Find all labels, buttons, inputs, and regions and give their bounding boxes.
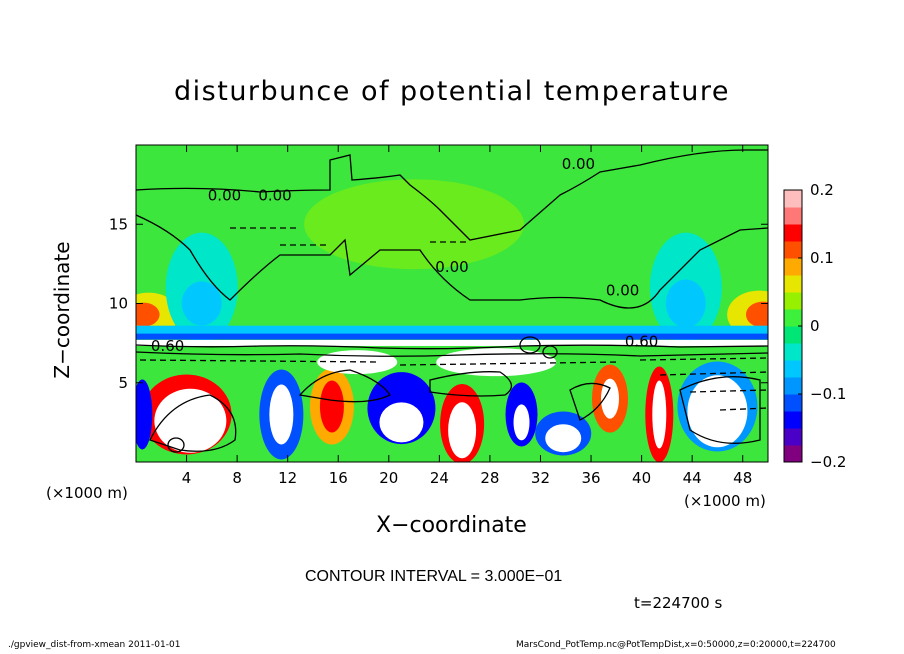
contour-label: 0.00 bbox=[606, 282, 639, 300]
plot-area: 0.00 0.00 0.00 0.00 0.00 0.60 0.60 bbox=[136, 145, 768, 462]
contour-label: 0.00 bbox=[435, 258, 468, 276]
colorbar-swatch bbox=[784, 428, 802, 446]
x-tick-label: 36 bbox=[581, 469, 600, 487]
footer-source: MarsCond_PotTemp.nc@PotTempDist,x=0:5000… bbox=[516, 640, 836, 650]
field-region bbox=[136, 333, 768, 340]
x-tick-label: 24 bbox=[430, 469, 449, 487]
field-region bbox=[513, 404, 530, 441]
contour-lines bbox=[136, 149, 768, 453]
contour-label: 0.00 bbox=[562, 155, 595, 173]
colorbar-swatch bbox=[784, 360, 802, 378]
x-tick-label: 12 bbox=[278, 469, 297, 487]
x-axis-label: X−coordinate bbox=[376, 513, 527, 538]
x-tick-label: 4 bbox=[182, 469, 192, 487]
contour-line-negative bbox=[719, 407, 768, 411]
field-region bbox=[665, 279, 706, 328]
field-region bbox=[652, 380, 667, 449]
x-tick-label: 48 bbox=[733, 469, 752, 487]
field-region bbox=[304, 179, 525, 270]
contour-label: 0.60 bbox=[151, 337, 184, 355]
x-tick-label: 16 bbox=[329, 469, 348, 487]
contour-line bbox=[542, 345, 558, 359]
colorbar-swatch bbox=[784, 309, 802, 327]
contour-line bbox=[569, 382, 611, 421]
contour-line-negative bbox=[689, 389, 768, 393]
field-region bbox=[379, 402, 424, 443]
colorbar-swatch bbox=[784, 292, 802, 310]
contour-interval-text: CONTOUR INTERVAL = 3.000E−01 bbox=[305, 568, 563, 585]
contour-label: 0.00 bbox=[208, 186, 241, 204]
colorbar-tick-label: 0 bbox=[810, 317, 820, 335]
x-tick-label: 32 bbox=[531, 469, 550, 487]
contour-line bbox=[136, 214, 768, 309]
colorbar-swatch bbox=[784, 224, 802, 242]
x-tick-label: 40 bbox=[632, 469, 651, 487]
x-tick-label: 28 bbox=[480, 469, 499, 487]
contour-line bbox=[149, 394, 237, 452]
contour-line bbox=[429, 371, 512, 397]
y-axis-label: Z−coordinate bbox=[50, 241, 74, 379]
contour-line-negative bbox=[659, 371, 768, 376]
colorbar-swatch bbox=[784, 326, 802, 344]
field-region bbox=[448, 402, 477, 459]
x-unit-label-left: (×1000 m) bbox=[46, 484, 128, 502]
field-region bbox=[687, 375, 748, 448]
time-stamp: t=224700 s bbox=[634, 594, 723, 612]
contour-label: 0.00 bbox=[258, 186, 291, 204]
colorbar-swatch bbox=[784, 445, 802, 463]
chart-title: disturbunce of potential temperature bbox=[174, 76, 730, 107]
colorbar-swatch bbox=[784, 241, 802, 259]
field-region bbox=[269, 384, 294, 445]
footer-command: ./gpview_dist-from-xmean 2011-01-01 bbox=[8, 640, 181, 650]
field-region bbox=[745, 301, 768, 328]
contour-line bbox=[298, 369, 391, 403]
x-tick-label: 44 bbox=[683, 469, 702, 487]
y-tick-label: 15 bbox=[109, 215, 128, 233]
colorbar-tick-label: 0.1 bbox=[810, 249, 834, 267]
x-axis-ticks: 4 8 12 16 20 24 28 32 36 40 44 48 bbox=[182, 145, 752, 487]
x-tick-label: 8 bbox=[232, 469, 242, 487]
y-tick-label: 10 bbox=[109, 295, 128, 313]
y-axis-ticks: 5 10 15 bbox=[109, 215, 768, 392]
field-region bbox=[136, 379, 153, 450]
field-region bbox=[136, 339, 768, 346]
colorbar-swatch bbox=[784, 394, 802, 412]
colorbar-tick-label: −0.1 bbox=[810, 385, 846, 403]
contour-label: 0.60 bbox=[625, 332, 658, 350]
field-region bbox=[601, 378, 619, 419]
field-region bbox=[545, 424, 582, 453]
heatmap-field bbox=[136, 145, 768, 462]
contour-line-negative bbox=[139, 359, 381, 363]
colorbar-tick-label: −0.2 bbox=[810, 453, 846, 471]
colorbar-swatch bbox=[784, 343, 802, 361]
contour-line bbox=[136, 351, 768, 357]
colorbar-swatch bbox=[784, 275, 802, 293]
colorbar-tick-label: 0.2 bbox=[810, 181, 834, 199]
contour-line bbox=[136, 149, 768, 241]
field-region bbox=[181, 281, 222, 326]
field-region bbox=[317, 350, 398, 375]
colorbar-swatch bbox=[784, 207, 802, 225]
colorbar-swatch bbox=[784, 258, 802, 276]
contour-line bbox=[136, 344, 768, 350]
contour-line bbox=[167, 437, 185, 453]
contour-line-negative bbox=[639, 357, 768, 361]
field-region bbox=[136, 302, 160, 327]
colorbar: 0.2 0.1 0 −0.1 −0.2 bbox=[783, 181, 846, 471]
colorbar-swatch bbox=[784, 377, 802, 395]
contour-line bbox=[519, 336, 541, 354]
contour-labels: 0.00 0.00 0.00 0.00 0.00 0.60 0.60 bbox=[151, 155, 658, 355]
contour-line-negative bbox=[399, 361, 621, 366]
x-unit-label-right: (×1000 m) bbox=[684, 492, 766, 510]
contour-line bbox=[679, 376, 761, 444]
field-region bbox=[319, 380, 344, 433]
colorbar-swatch bbox=[784, 190, 802, 208]
x-tick-label: 20 bbox=[379, 469, 398, 487]
colorbar-swatch bbox=[784, 411, 802, 429]
y-tick-label: 5 bbox=[118, 374, 128, 392]
field-region bbox=[136, 325, 768, 336]
field-region bbox=[154, 388, 227, 453]
